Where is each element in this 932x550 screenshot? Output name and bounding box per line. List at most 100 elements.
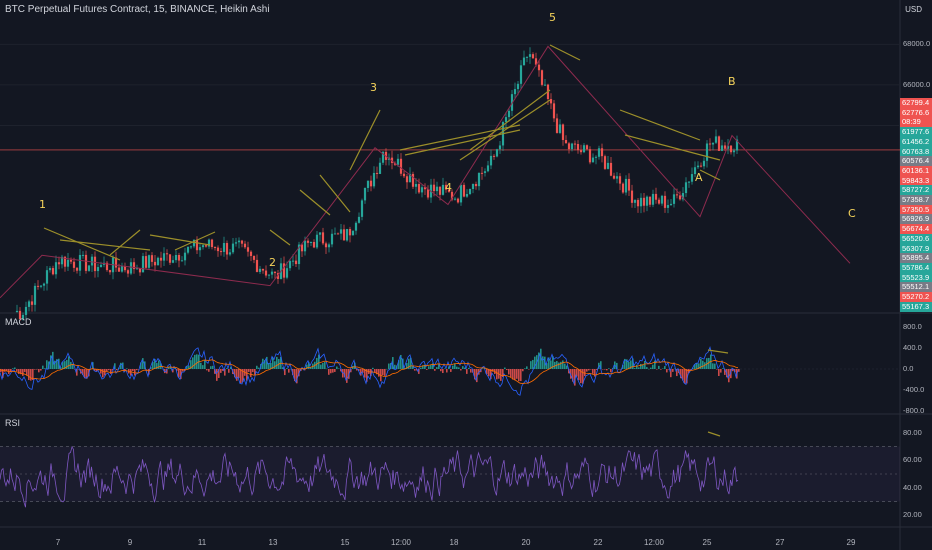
price-tag: 60576.4 <box>900 156 932 167</box>
candle <box>15 310 19 313</box>
macd-histogram-bar <box>722 368 724 369</box>
candle <box>24 306 28 315</box>
candle <box>468 188 472 195</box>
macd-histogram-bar <box>552 356 554 369</box>
macd-histogram-bar <box>520 369 522 382</box>
candle <box>585 145 589 150</box>
macd-histogram-bar <box>378 369 380 377</box>
trend-channel-line <box>149 234 211 246</box>
candle <box>726 145 730 149</box>
candle <box>606 162 610 169</box>
candle <box>567 143 571 150</box>
macd-histogram-bar <box>482 368 484 370</box>
candle <box>105 262 109 271</box>
macd-histogram-bar <box>140 362 142 369</box>
macd-histogram-bar <box>294 369 296 382</box>
candle <box>720 145 724 151</box>
candle <box>267 274 271 276</box>
macd-histogram-bar <box>2 369 4 378</box>
candle <box>408 173 412 183</box>
candle <box>513 89 517 95</box>
time-tick-label: 20 <box>521 538 531 547</box>
macd-histogram-bar <box>542 356 544 369</box>
macd-histogram-bar <box>724 369 726 375</box>
macd-histogram-bar <box>258 367 260 369</box>
macd-histogram-bar <box>594 369 596 377</box>
elliott-wave-path <box>0 45 851 299</box>
candle <box>366 180 370 188</box>
candle <box>495 149 499 157</box>
macd-histogram-bar <box>568 369 570 374</box>
candle <box>324 243 328 248</box>
candle <box>552 103 556 119</box>
macd-histogram-bar <box>176 369 178 371</box>
macd-histogram-bar <box>96 369 98 372</box>
trend-channel-line <box>349 109 381 171</box>
macd-histogram-bar <box>596 369 598 370</box>
macd-histogram-bar <box>186 365 188 369</box>
candle <box>417 184 421 193</box>
wave-label-3: 3 <box>370 81 377 94</box>
candle <box>183 252 187 261</box>
macd-histogram-bar <box>158 360 160 369</box>
candle <box>165 253 169 255</box>
candle <box>249 251 253 256</box>
macd-histogram-bar <box>188 365 190 369</box>
candle <box>309 241 313 243</box>
macd-histogram-bar <box>454 363 456 369</box>
candle <box>69 259 73 262</box>
wave-label-2: 2 <box>269 256 276 269</box>
macd-histogram-bar <box>576 369 578 377</box>
macd-histogram-bar <box>338 368 340 369</box>
trend-channel-line <box>43 227 121 261</box>
candle <box>402 173 406 177</box>
macd-histogram-bar <box>362 369 364 373</box>
macd-histogram-bar <box>124 369 126 371</box>
macd-histogram-bar <box>666 369 668 373</box>
macd-histogram-bar <box>298 369 300 377</box>
time-tick-label: 13 <box>268 538 278 547</box>
macd-histogram-bar <box>246 369 248 381</box>
time-tick-label: 27 <box>775 538 785 547</box>
macd-histogram-bar <box>332 369 334 373</box>
macd-histogram-bar <box>642 364 644 369</box>
wave-label-c: C <box>848 207 856 220</box>
candle <box>171 260 175 263</box>
macd-histogram-bar <box>430 365 432 369</box>
macd-histogram-bar <box>344 369 346 378</box>
candle <box>90 256 94 266</box>
macd-histogram-bar <box>652 364 654 369</box>
macd-histogram-bar <box>434 369 436 371</box>
candle <box>60 256 64 265</box>
macd-histogram-bar <box>40 369 42 371</box>
macd-histogram-bar <box>600 361 602 369</box>
macd-histogram-bar <box>516 369 518 379</box>
candle <box>675 194 679 196</box>
candle <box>33 285 37 305</box>
macd-histogram-bar <box>480 369 482 373</box>
candle <box>696 165 700 168</box>
macd-histogram-bar <box>252 369 254 373</box>
macd-histogram-bar <box>262 358 264 369</box>
macd-histogram-bar <box>670 369 672 378</box>
macd-histogram-bar <box>346 369 348 383</box>
macd-histogram-bar <box>270 362 272 369</box>
macd-histogram-bar <box>86 369 88 379</box>
price-tag: 55270.2 <box>900 292 932 302</box>
macd-histogram-bar <box>356 369 358 371</box>
macd-histogram-bar <box>526 366 528 369</box>
macd-histogram-bar <box>486 369 488 375</box>
macd-histogram-bar <box>636 364 638 369</box>
rsi-tick-label: 80.00 <box>903 427 922 437</box>
price-tag: 60136.1 <box>900 165 932 176</box>
candle <box>705 143 709 161</box>
macd-histogram-bar <box>264 360 266 369</box>
candle <box>207 239 211 247</box>
macd-histogram-bar <box>716 369 718 370</box>
price-tag: 08:39 <box>900 117 932 128</box>
price-tag: 57358.7 <box>900 195 932 205</box>
macd-histogram-bar <box>70 361 72 369</box>
price-tag: 56520.6 <box>900 233 932 244</box>
candle <box>330 233 334 245</box>
